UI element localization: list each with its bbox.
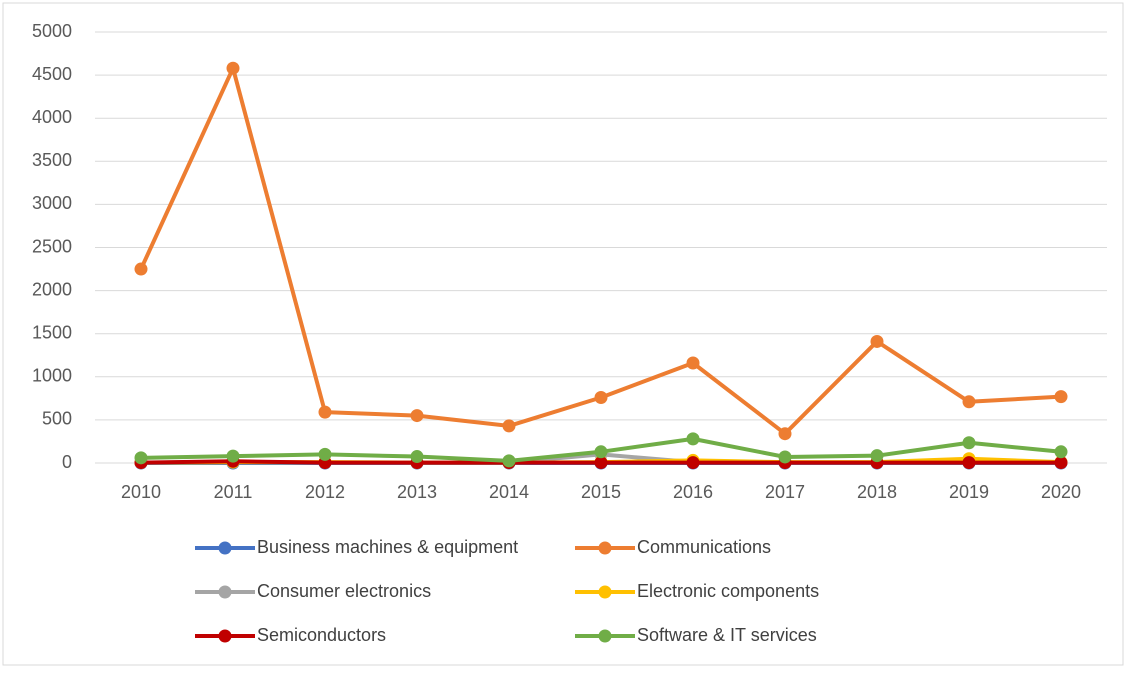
legend-label: Software & IT services	[637, 625, 817, 645]
x-tick-label: 2019	[949, 482, 989, 502]
y-tick-label: 1000	[32, 366, 72, 386]
point	[778, 427, 792, 441]
y-tick-label: 3500	[32, 150, 72, 170]
point	[594, 456, 608, 470]
y-tick-label: 500	[42, 409, 72, 429]
x-tick-label: 2018	[857, 482, 897, 502]
legend: Business machines & equipment Communicati…	[195, 537, 819, 645]
point	[962, 456, 976, 470]
legend-marker	[218, 629, 232, 643]
x-tick-label: 2020	[1041, 482, 1081, 502]
y-tick-label: 4500	[32, 64, 72, 84]
y-tick-label: 5000	[32, 21, 72, 41]
point	[134, 262, 148, 276]
point	[594, 390, 608, 404]
point	[410, 409, 424, 423]
point	[870, 449, 884, 463]
point	[962, 436, 976, 450]
y-tick-label: 4000	[32, 107, 72, 127]
point	[1054, 445, 1068, 459]
legend-marker	[598, 541, 612, 555]
legend-marker	[218, 585, 232, 599]
legend-marker	[598, 585, 612, 599]
legend-label: Business machines & equipment	[257, 537, 518, 557]
point	[134, 451, 148, 465]
legend-marker	[218, 541, 232, 555]
point	[410, 450, 424, 464]
x-tick-label: 2014	[489, 482, 529, 502]
y-tick-label: 3000	[32, 193, 72, 213]
point	[962, 395, 976, 409]
point	[502, 454, 516, 468]
y-tick-label: 1500	[32, 322, 72, 342]
point	[594, 445, 608, 459]
y-tick-label: 2500	[32, 236, 72, 256]
point	[1054, 456, 1068, 470]
x-tick-label: 2012	[305, 482, 345, 502]
legend-label: Communications	[637, 537, 771, 557]
x-tick-label: 2010	[121, 482, 161, 502]
legend-label: Semiconductors	[257, 625, 386, 645]
point	[318, 447, 332, 461]
point	[502, 419, 516, 433]
point	[870, 334, 884, 348]
x-tick-label: 2016	[673, 482, 713, 502]
point	[226, 449, 240, 463]
y-tick-label: 0	[62, 452, 72, 472]
point	[686, 432, 700, 446]
point	[686, 456, 700, 470]
x-tick-label: 2013	[397, 482, 437, 502]
legend-label: Electronic components	[637, 581, 819, 601]
point	[226, 61, 240, 75]
point	[318, 405, 332, 419]
x-tick-label: 2017	[765, 482, 805, 502]
point	[778, 450, 792, 464]
point	[686, 356, 700, 370]
y-tick-label: 2000	[32, 279, 72, 299]
legend-marker	[598, 629, 612, 643]
legend-label: Consumer electronics	[257, 581, 431, 601]
x-tick-label: 2015	[581, 482, 621, 502]
x-tick-label: 2011	[214, 482, 253, 502]
point	[1054, 390, 1068, 404]
